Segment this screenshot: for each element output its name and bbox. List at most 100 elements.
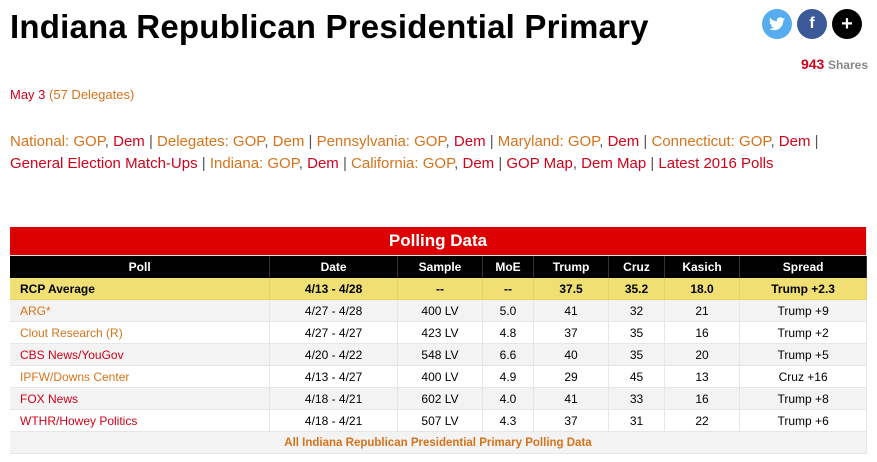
nav-link[interactable]: Indiana: GOP xyxy=(209,155,299,172)
nav-link[interactable]: Dem xyxy=(113,133,145,150)
table-cell: 5.0 xyxy=(482,299,534,322)
poll-name-link[interactable]: Clout Research (R) xyxy=(10,321,271,344)
poll-links-nav: National: GOP, Dem | Delegates: GOP, Dem… xyxy=(10,131,870,175)
table-cell: 507 LV xyxy=(397,409,484,432)
table-cell: 6.6 xyxy=(482,343,534,366)
column-header[interactable]: Date xyxy=(269,255,398,278)
table-cell: Trump +2 xyxy=(739,321,867,344)
table-row: CBS News/YouGov 4/20 - 4/22 548 LV 6.6 40 35 2… xyxy=(10,343,867,366)
separator: , xyxy=(572,155,582,172)
separator: , xyxy=(454,155,463,172)
all-polls-link[interactable]: All Indiana Republican Presidential Prim… xyxy=(10,431,867,454)
table-title: Polling Data xyxy=(10,227,867,256)
table-cell: 29 xyxy=(533,365,610,388)
separator: | xyxy=(639,133,652,150)
table-cell: 21 xyxy=(664,299,741,322)
social-share: f + xyxy=(762,9,862,39)
poll-name-link[interactable]: WTHR/Howey Politics xyxy=(10,409,271,432)
table-cell: Trump +5 xyxy=(739,343,867,366)
nav-link[interactable]: Dem Map xyxy=(581,155,647,172)
separator: | xyxy=(646,155,659,172)
table-cell: Trump +6 xyxy=(739,409,867,432)
average-cell: -- xyxy=(482,278,534,300)
nav-link[interactable]: GOP Map xyxy=(506,155,573,172)
table-cell: 16 xyxy=(664,387,741,410)
share-count: 943 Shares xyxy=(801,56,868,72)
nav-link[interactable]: Delegates: GOP xyxy=(157,133,265,150)
rcp-average-row: RCP Average 4/13 - 4/28 -- -- 37.5 35.2 18.0 Tr… xyxy=(10,278,867,300)
poll-name-link[interactable]: FOX News xyxy=(10,387,271,410)
table-cell: 602 LV xyxy=(397,387,484,410)
poll-name-link[interactable]: ARG* xyxy=(10,299,271,322)
column-header[interactable]: Cruz xyxy=(608,255,665,278)
column-header[interactable]: Sample xyxy=(397,255,484,278)
table-cell: 4/13 - 4/27 xyxy=(269,365,398,388)
table-cell: 37 xyxy=(533,409,610,432)
nav-link[interactable]: General Election Match-Ups xyxy=(10,155,198,172)
facebook-icon[interactable]: f xyxy=(797,9,827,39)
nav-link[interactable]: Dem xyxy=(272,133,305,150)
poll-name-link[interactable]: CBS News/YouGov xyxy=(10,343,271,366)
nav-link[interactable]: Dem xyxy=(462,155,495,172)
separator: , xyxy=(298,155,308,172)
table-cell: 32 xyxy=(608,299,665,322)
share-number: 943 xyxy=(800,56,825,72)
table-cell: 4/27 - 4/28 xyxy=(269,299,398,322)
table-cell: Cruz +16 xyxy=(739,365,867,388)
table-cell: 400 LV xyxy=(397,299,484,322)
table-cell: 4/18 - 4/21 xyxy=(269,387,398,410)
table-cell: 4.9 xyxy=(482,365,534,388)
table-cell: Trump +8 xyxy=(739,387,867,410)
table-cell: 4/20 - 4/22 xyxy=(269,343,398,366)
nav-link[interactable]: Dem xyxy=(307,155,339,172)
separator: | xyxy=(494,155,507,172)
column-header[interactable]: Poll xyxy=(10,255,271,278)
separator: | xyxy=(338,155,352,172)
table-cell: 41 xyxy=(533,299,610,322)
table-cell: 4.8 xyxy=(482,321,534,344)
nav-link[interactable]: National: GOP xyxy=(10,133,105,150)
polling-table: Polling Data Poll Date Sample MoE Trump Cruz K… xyxy=(10,227,867,454)
separator: | xyxy=(197,155,210,172)
table-cell: 13 xyxy=(664,365,741,388)
table-cell: 4/18 - 4/21 xyxy=(269,409,398,432)
nav-link[interactable]: Dem xyxy=(453,133,486,150)
separator: , xyxy=(770,133,779,150)
average-cell: Trump +2.3 xyxy=(739,278,867,300)
table-cell: 31 xyxy=(608,409,665,432)
separator: | xyxy=(304,133,317,150)
nav-link[interactable]: Connecticut: GOP xyxy=(651,133,771,150)
table-cell: 4.0 xyxy=(482,387,534,410)
average-cell: 37.5 xyxy=(533,278,610,300)
separator: , xyxy=(445,133,454,150)
separator: | xyxy=(810,133,819,150)
nav-link[interactable]: Latest 2016 Polls xyxy=(658,155,774,172)
table-row: ARG* 4/27 - 4/28 400 LV 5.0 41 32 21 Trump +9 xyxy=(10,299,867,322)
average-cell: 35.2 xyxy=(608,278,665,300)
nav-link[interactable]: Dem xyxy=(778,133,811,150)
separator: , xyxy=(599,133,608,150)
table-cell: 548 LV xyxy=(397,343,484,366)
nav-link[interactable]: Maryland: GOP xyxy=(497,133,600,150)
column-headers: Poll Date Sample MoE Trump Cruz Kasich Spread xyxy=(10,255,867,278)
column-header[interactable]: MoE xyxy=(482,255,534,278)
page-title: Indiana Republican Presidential Primary xyxy=(10,8,649,45)
nav-link[interactable]: California: GOP xyxy=(351,155,455,172)
poll-name-link[interactable]: IPFW/Downs Center xyxy=(10,365,271,388)
column-header[interactable]: Trump xyxy=(533,255,610,278)
table-cell: 35 xyxy=(608,343,665,366)
nav-link[interactable]: Dem xyxy=(607,133,640,150)
table-row: IPFW/Downs Center 4/13 - 4/27 400 LV 4.9 29 4… xyxy=(10,365,867,388)
more-share-icon[interactable]: + xyxy=(832,9,862,39)
table-cell: 45 xyxy=(608,365,665,388)
separator: | xyxy=(144,133,158,150)
table-cell: 400 LV xyxy=(397,365,484,388)
separator: | xyxy=(485,133,498,150)
table-cell: 40 xyxy=(533,343,610,366)
column-header[interactable]: Spread xyxy=(739,255,867,278)
table-cell: 35 xyxy=(608,321,665,344)
table-cell: 41 xyxy=(533,387,610,410)
twitter-icon[interactable] xyxy=(762,9,792,39)
column-header[interactable]: Kasich xyxy=(664,255,741,278)
nav-link[interactable]: Pennsylvania: GOP xyxy=(316,133,446,150)
